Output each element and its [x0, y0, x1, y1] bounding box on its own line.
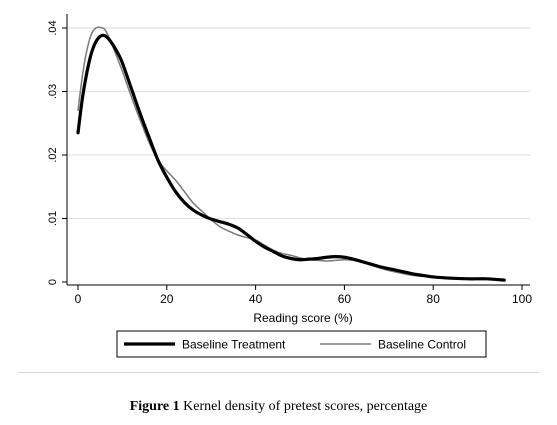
- x-axis: 0 20 40 60 80 100: [67, 284, 532, 306]
- caption-label: Figure 1: [129, 399, 180, 414]
- legend-label-treatment: Baseline Treatment: [182, 338, 286, 352]
- legend-box: [116, 330, 487, 358]
- y-axis: 0 .01 .02 .03 .04: [47, 14, 68, 285]
- x-tick-label: 60: [338, 292, 352, 306]
- x-axis-label: Reading score (%): [253, 311, 352, 325]
- legend-label-control: Baseline Control: [378, 338, 466, 352]
- series-line-control: [77, 26, 505, 281]
- y-tick-label: 0: [47, 279, 59, 285]
- y-tick-label: .03: [47, 84, 59, 99]
- x-tick-label: 20: [160, 292, 174, 306]
- x-tick-label: 80: [427, 292, 441, 306]
- y-tick-label: .02: [47, 147, 59, 162]
- series-line-treatment: [76, 33, 506, 282]
- x-tick-label: 0: [75, 292, 82, 306]
- caption-text: Kernel density of pretest scores, percen…: [179, 399, 428, 414]
- gridlines: [67, 27, 530, 220]
- figure-caption: Figure 1 Kernel density of pretest score…: [0, 399, 557, 415]
- x-tick-label: 40: [249, 292, 263, 306]
- figure-separator: [18, 372, 539, 373]
- x-tick-label: 100: [512, 292, 532, 306]
- series-layer: [76, 26, 506, 282]
- legend: Baseline Treatment Baseline Control: [116, 330, 487, 358]
- y-tick-label: .01: [47, 211, 59, 226]
- y-tick-label: .04: [47, 20, 59, 35]
